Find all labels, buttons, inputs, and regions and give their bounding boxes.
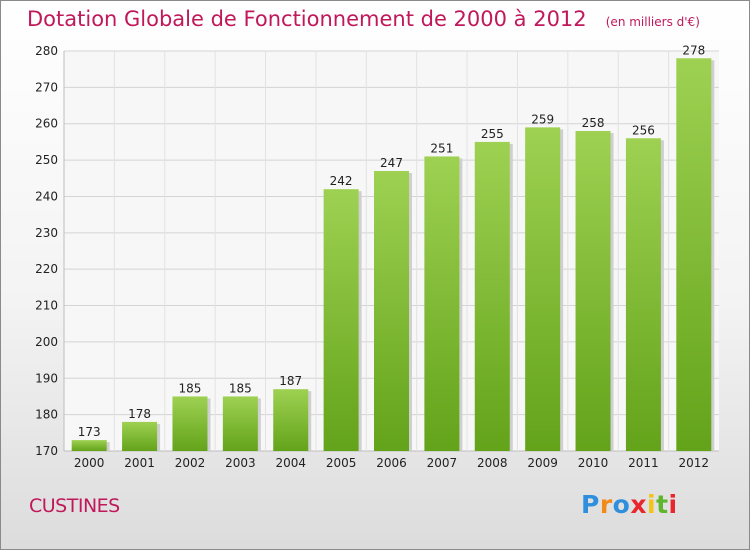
y-tick-label: 270: [35, 80, 58, 94]
x-tick-label: 2000: [74, 456, 105, 470]
logo-letter: t: [656, 490, 669, 519]
value-label: 185: [229, 381, 252, 395]
x-tick-label: 2012: [679, 456, 710, 470]
proxiti-logo: Proxiti: [581, 490, 678, 519]
bar-2004: [273, 389, 309, 451]
x-tick-label: 2001: [124, 456, 155, 470]
y-tick-label: 220: [35, 262, 58, 276]
value-label: 256: [632, 123, 655, 137]
value-label: 185: [179, 381, 202, 395]
logo-letter: i: [647, 490, 657, 519]
value-label: 242: [330, 174, 353, 188]
value-label: 187: [279, 374, 302, 388]
x-tick-label: 2010: [578, 456, 609, 470]
x-tick-label: 2008: [477, 456, 508, 470]
bar-2005: [323, 189, 359, 451]
x-tick-label: 2002: [175, 456, 206, 470]
y-tick-label: 240: [35, 189, 58, 203]
value-label: 173: [78, 425, 101, 439]
value-label: 259: [531, 112, 554, 126]
x-tick-label: 2011: [628, 456, 659, 470]
bar-2008: [474, 141, 510, 451]
bar-2010: [575, 131, 611, 451]
bar-2002: [172, 396, 208, 451]
commune-name: CUSTINES: [29, 495, 120, 517]
bar-2009: [525, 127, 561, 451]
value-label: 251: [430, 141, 453, 155]
x-tick-label: 2007: [427, 456, 458, 470]
x-tick-label: 2006: [376, 456, 407, 470]
y-tick-label: 250: [35, 153, 58, 167]
x-tick-label: 2005: [326, 456, 357, 470]
x-tick-label: 2009: [527, 456, 558, 470]
y-tick-label: 260: [35, 117, 58, 131]
chart-title: Dotation Globale de Fonctionnement de 20…: [27, 7, 587, 31]
chart-units: (en milliers d'€): [605, 15, 700, 29]
y-tick-label: 230: [35, 226, 58, 240]
bars: [71, 58, 715, 452]
logo-letter: r: [599, 490, 613, 519]
bar-2012: [676, 58, 712, 451]
y-tick-label: 190: [35, 371, 58, 385]
logo-letter: P: [581, 490, 600, 519]
value-label: 247: [380, 156, 403, 170]
bar-2007: [424, 156, 460, 452]
bar-2011: [625, 138, 661, 452]
y-tick-label: 210: [35, 299, 58, 313]
value-label: 278: [682, 43, 705, 57]
logo-letter: x: [630, 490, 647, 519]
labels: 170 180 190 200 210 220 230 240 250 260 270 280 173 2…: [35, 43, 709, 470]
bar-2003: [222, 396, 258, 451]
y-tick-label: 180: [35, 408, 58, 422]
logo-letter: o: [612, 490, 631, 519]
y-tick-label: 170: [35, 444, 58, 458]
value-label: 178: [128, 407, 151, 421]
bar-2006: [374, 171, 409, 451]
y-tick-label: 280: [35, 44, 58, 58]
bar-2000: [71, 440, 107, 451]
value-label: 255: [481, 127, 504, 141]
logo-letter: i: [668, 490, 678, 519]
bar-2001: [122, 421, 158, 451]
x-tick-label: 2004: [275, 456, 306, 470]
x-tick-label: 2003: [225, 456, 256, 470]
y-tick-label: 200: [35, 335, 58, 349]
title-row: Dotation Globale de Fonctionnement de 20…: [27, 7, 700, 31]
value-label: 258: [582, 116, 605, 130]
